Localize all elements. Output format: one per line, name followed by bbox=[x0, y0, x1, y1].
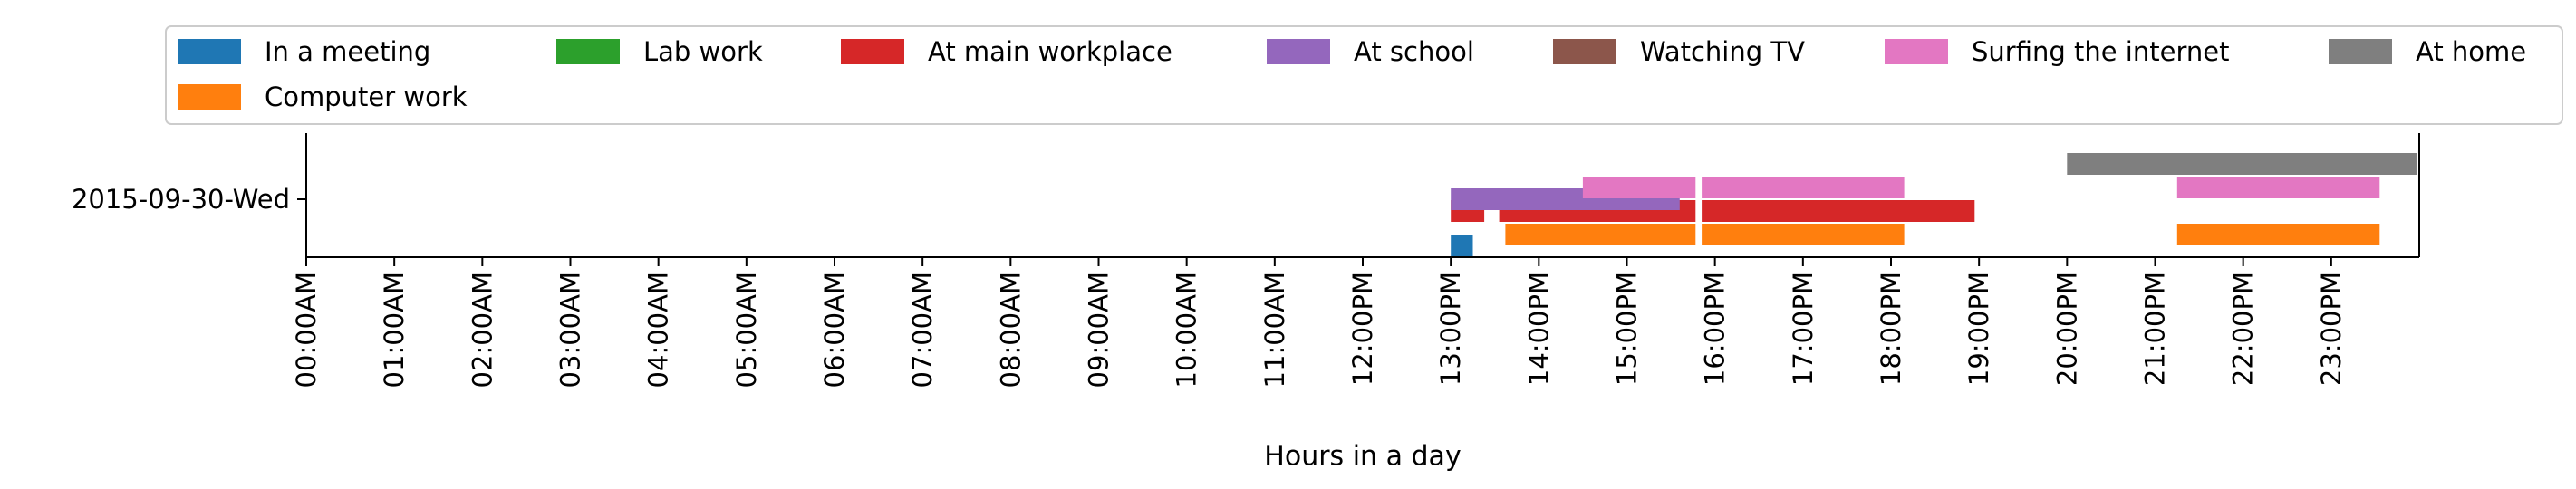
legend-label-watching-tv: Watching TV bbox=[1640, 36, 1805, 67]
bar-computer-work bbox=[1702, 224, 1905, 245]
x-tick-label: 16:00PM bbox=[1700, 272, 1731, 386]
x-tick-label: 07:00AM bbox=[907, 272, 938, 388]
x-tick-label: 23:00PM bbox=[2316, 272, 2347, 386]
legend-swatch-surfing-the-internet bbox=[1885, 39, 1948, 64]
x-tick-label: 09:00AM bbox=[1084, 272, 1114, 388]
y-row-label: 2015-09-30-Wed bbox=[72, 184, 290, 215]
x-tick-label: 02:00AM bbox=[467, 272, 497, 388]
x-tick-label: 15:00PM bbox=[1612, 272, 1643, 386]
x-tick-label: 01:00AM bbox=[379, 272, 410, 388]
bar-surfing-the-internet bbox=[1702, 177, 1905, 198]
x-tick-label: 12:00PM bbox=[1347, 272, 1378, 386]
bar-surfing-the-internet bbox=[1582, 177, 1696, 198]
x-tick-label: 10:00AM bbox=[1172, 272, 1202, 388]
bar-computer-work bbox=[1505, 224, 1696, 245]
bar-at-home bbox=[2067, 153, 2417, 175]
x-tick-label: 05:00AM bbox=[731, 272, 762, 388]
legend-label-at-home: At home bbox=[2416, 36, 2526, 67]
x-tick-label: 06:00AM bbox=[819, 272, 850, 388]
bar-surfing-the-internet bbox=[2176, 177, 2380, 198]
bar-computer-work bbox=[2176, 224, 2380, 245]
legend-swatch-in-a-meeting bbox=[178, 39, 241, 64]
legend-swatch-computer-work bbox=[178, 84, 241, 110]
legend-label-in-a-meeting: In a meeting bbox=[265, 36, 430, 67]
x-tick-label: 04:00AM bbox=[643, 272, 674, 388]
plot-area bbox=[1451, 153, 2417, 257]
x-tick-label: 19:00PM bbox=[1963, 272, 1994, 386]
legend-label-computer-work: Computer work bbox=[265, 82, 468, 112]
y-axis: 2015-09-30-Wed bbox=[72, 133, 2420, 257]
x-tick-label: 22:00PM bbox=[2228, 272, 2259, 386]
x-axis-label: Hours in a day bbox=[1264, 441, 1461, 473]
legend-label-at-main-workplace: At main workplace bbox=[928, 36, 1172, 67]
x-tick-label: 08:00AM bbox=[995, 272, 1026, 388]
legend-frame bbox=[165, 25, 2563, 125]
x-tick-label: 11:00AM bbox=[1259, 272, 1290, 388]
x-tick-label: 00:00AM bbox=[291, 272, 322, 388]
x-tick-label: 13:00PM bbox=[1435, 272, 1466, 386]
x-axis: 00:00AM 01:00AM 02:00AM 03:00AM 04:00AM 05:00… bbox=[291, 256, 2419, 388]
legend-swatch-at-home bbox=[2329, 39, 2392, 64]
x-tick-label: 21:00PM bbox=[2140, 272, 2171, 386]
x-tick-label: 03:00AM bbox=[555, 272, 586, 388]
x-tick-label: 20:00PM bbox=[2051, 272, 2082, 386]
legend-swatch-watching-tv bbox=[1553, 39, 1616, 64]
x-tick-label: 17:00PM bbox=[1788, 272, 1819, 386]
x-tick-label: 18:00PM bbox=[1876, 272, 1906, 386]
legend-label-lab-work: Lab work bbox=[643, 36, 763, 67]
bar-at-main-workplace bbox=[1702, 200, 1975, 222]
legend-label-surfing-the-internet: Surfing the internet bbox=[1972, 36, 2229, 67]
legend-swatch-lab-work bbox=[556, 39, 620, 64]
legend: In a meeting Lab work At main workplace At … bbox=[165, 25, 2563, 125]
legend-swatch-at-main-workplace bbox=[841, 39, 904, 64]
x-tick-label: 14:00PM bbox=[1523, 272, 1554, 386]
bar-in-a-meeting bbox=[1451, 235, 1473, 257]
legend-swatch-at-school bbox=[1267, 39, 1330, 64]
legend-label-at-school: At school bbox=[1354, 36, 1474, 67]
